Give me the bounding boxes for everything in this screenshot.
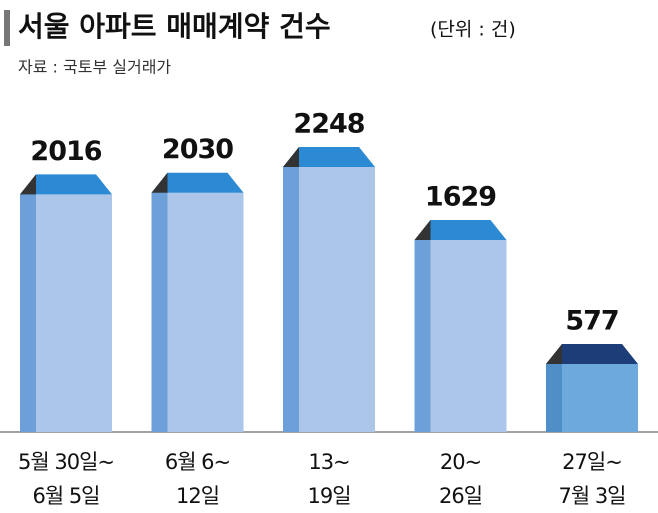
x-tick-label: 19일 (307, 484, 350, 508)
bar-side (283, 167, 299, 432)
bar-top-shade (151, 172, 168, 193)
x-tick-label: 20~ (440, 450, 481, 474)
x-tick-label: 6월 5일 (32, 484, 99, 508)
bar-top (414, 219, 507, 240)
bar-top-shade (414, 219, 431, 240)
bar (430, 239, 507, 432)
value-label: 2248 (293, 109, 364, 140)
value-label: 1629 (425, 181, 496, 212)
bar (562, 363, 638, 432)
value-label: 2016 (30, 136, 101, 167)
x-tick-label: 5월 30일~ (18, 450, 114, 474)
value-label: 2030 (162, 134, 233, 165)
bar-side (20, 194, 36, 432)
bar-top (283, 147, 375, 167)
bar-top-shade (546, 343, 562, 364)
bar-side (151, 192, 168, 432)
x-tick-label: 12일 (176, 484, 219, 508)
x-tick-label: 26일 (439, 484, 482, 508)
x-tick-label: 7월 3일 (558, 484, 625, 508)
x-tick-label: 6월 6~ (165, 450, 230, 474)
bar-top-shade (20, 174, 36, 195)
bar (167, 192, 244, 432)
chart-title: 서울 아파트 매매계약 건수 (18, 10, 331, 43)
bar (36, 194, 112, 432)
x-tick-label: 13~ (308, 450, 349, 474)
bar (299, 167, 375, 432)
x-tick-label: 27일~ (562, 450, 622, 474)
source: 자료 : 국토부 실거래가 (18, 58, 171, 77)
bar-side (414, 239, 431, 432)
bar-side (546, 363, 562, 432)
bar-top (151, 172, 244, 193)
bar-top (20, 174, 112, 195)
bar-top-shade (283, 147, 299, 167)
unit-label: (단위 : 건) (430, 19, 516, 41)
bar-top (546, 343, 638, 364)
value-label: 577 (565, 305, 618, 336)
title-marker (4, 10, 10, 46)
